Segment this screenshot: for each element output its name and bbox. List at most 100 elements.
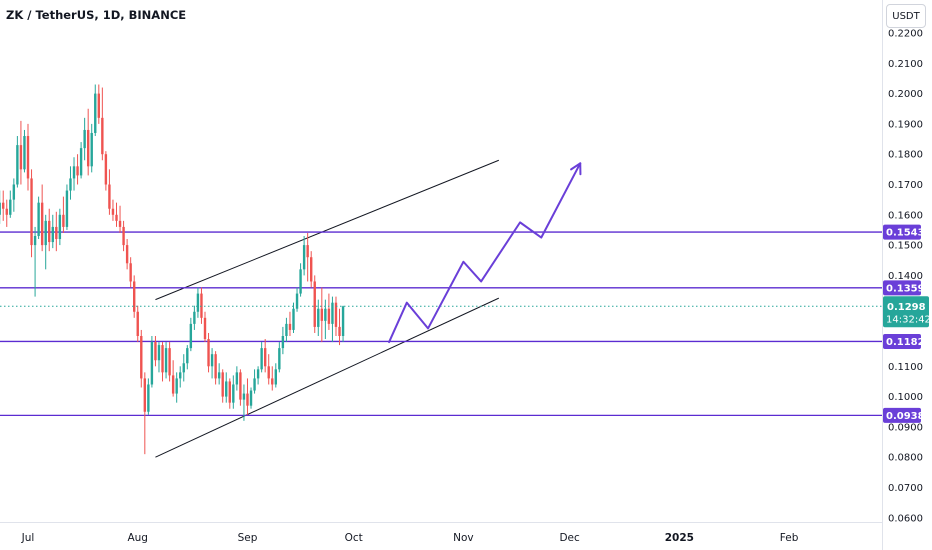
time-tick-label: Dec	[559, 532, 580, 544]
candle-body	[313, 281, 316, 327]
candle-body	[299, 269, 302, 294]
candle-body	[306, 245, 309, 258]
candle	[324, 299, 327, 340]
candle	[168, 342, 171, 382]
candle	[62, 196, 65, 233]
candle	[23, 129, 26, 173]
candle-body	[225, 381, 228, 397]
candle-body	[157, 345, 161, 361]
candle	[0, 190, 1, 224]
candle	[310, 251, 313, 288]
candle	[186, 345, 189, 370]
candle-body	[69, 178, 72, 191]
candle-body	[175, 378, 178, 394]
candle	[334, 296, 338, 336]
candle-body	[164, 348, 168, 373]
candle-body	[317, 308, 320, 327]
candle-body	[242, 393, 246, 400]
time-axis-background	[0, 522, 882, 550]
candle	[5, 199, 8, 227]
candle-body	[193, 311, 196, 324]
candle-body	[196, 293, 200, 312]
candle-body	[320, 308, 324, 321]
candle	[320, 287, 324, 343]
candle-body	[327, 308, 331, 324]
candle	[239, 369, 242, 406]
candle	[256, 366, 260, 385]
candle	[129, 257, 132, 288]
price-tick-label: 0.0900	[888, 422, 923, 433]
candle	[2, 190, 5, 221]
candle	[217, 363, 221, 385]
candle	[26, 123, 30, 191]
candle-body	[65, 190, 69, 227]
candle	[79, 142, 83, 179]
price-tick-label: 0.1100	[888, 362, 923, 373]
bar-countdown-label: 14:32:42	[886, 314, 931, 325]
candle-body	[125, 245, 129, 264]
candle	[101, 87, 104, 161]
candle-body	[263, 348, 267, 367]
candle-body	[214, 354, 217, 379]
candle	[164, 342, 168, 379]
candle-body	[235, 372, 239, 385]
candle	[44, 214, 47, 270]
time-tick-label: Sep	[238, 532, 258, 544]
candle-body	[0, 202, 1, 215]
candlestick-series	[0, 84, 345, 455]
candle	[288, 311, 292, 336]
candle	[90, 123, 93, 173]
candle	[58, 208, 62, 246]
candle	[83, 117, 86, 161]
parallel-channel	[155, 159, 500, 458]
candle	[140, 329, 143, 388]
candle	[157, 342, 161, 373]
price-axis[interactable]: 0.2200 0.2100 0.2000 0.1900 0.1800 0.1700 0.16…	[882, 0, 932, 550]
candle-body	[274, 369, 277, 385]
candle	[295, 287, 299, 312]
candle-body	[16, 145, 19, 185]
candle-body	[90, 132, 93, 167]
candle-body	[136, 311, 139, 336]
candle	[214, 351, 217, 385]
candle	[225, 372, 228, 403]
candle	[203, 311, 207, 343]
current-price-label: 0.1298	[887, 302, 926, 313]
candle	[161, 342, 164, 382]
candle	[94, 84, 97, 137]
price-tick-label: 0.1500	[888, 241, 923, 252]
candle	[30, 169, 33, 258]
projection-path	[388, 162, 582, 344]
currency-selector[interactable]: USDT	[886, 4, 926, 28]
candle	[263, 339, 267, 373]
candle-body	[232, 384, 235, 403]
candle	[299, 263, 302, 297]
candle	[72, 157, 76, 191]
candle-body	[302, 245, 306, 270]
candle-body	[271, 378, 274, 385]
candle-body	[246, 393, 249, 406]
price-tick-label: 0.0600	[888, 513, 923, 524]
candle	[267, 354, 270, 385]
candle	[341, 305, 345, 343]
candle-body	[200, 293, 203, 318]
candle	[179, 366, 182, 388]
time-axis[interactable]: Jul Aug Sep Oct Nov Dec 2025 Feb	[0, 522, 882, 550]
candle-body	[140, 336, 143, 379]
candle	[115, 202, 118, 227]
candle	[200, 287, 203, 324]
candle-body	[295, 293, 299, 309]
candle-body	[150, 342, 154, 385]
candle-body	[147, 384, 150, 412]
candle	[104, 151, 108, 191]
level-price-badge	[883, 280, 921, 296]
candle	[69, 166, 72, 200]
candle	[108, 169, 111, 215]
level-price-badge	[883, 333, 921, 349]
candle-body	[51, 226, 54, 243]
candle	[97, 84, 100, 124]
candle-body	[108, 184, 111, 209]
candle-body	[338, 326, 341, 336]
candle-body	[30, 178, 33, 246]
